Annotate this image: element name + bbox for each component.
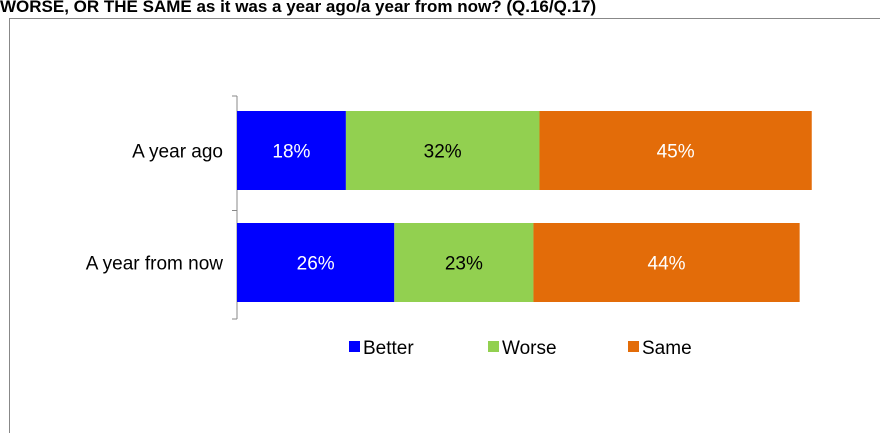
category-label: A year from now xyxy=(86,254,224,275)
legend-label: Same xyxy=(642,338,692,359)
data-label: 44% xyxy=(648,254,686,275)
bar-segment-worse xyxy=(394,223,534,302)
data-label: 23% xyxy=(445,254,483,275)
legend-label: Better xyxy=(363,338,414,359)
bar-segment-better xyxy=(237,223,395,302)
data-label: 45% xyxy=(657,142,695,163)
data-label: 18% xyxy=(272,142,310,163)
legend-swatch xyxy=(488,341,499,352)
bar-segment-same xyxy=(533,223,800,302)
legend-swatch xyxy=(349,341,360,352)
bar-segment-better xyxy=(237,111,346,190)
legend-label: Worse xyxy=(502,338,557,359)
bar-segment-worse xyxy=(345,111,540,190)
chart-title: WORSE, OR THE SAME as it was a year ago/… xyxy=(0,0,597,16)
data-label: 26% xyxy=(297,254,335,275)
data-label: 32% xyxy=(424,142,462,163)
chart-frame xyxy=(9,18,880,433)
category-label: A year ago xyxy=(132,142,223,163)
legend-swatch xyxy=(628,341,639,352)
bar-segment-same xyxy=(539,111,812,190)
